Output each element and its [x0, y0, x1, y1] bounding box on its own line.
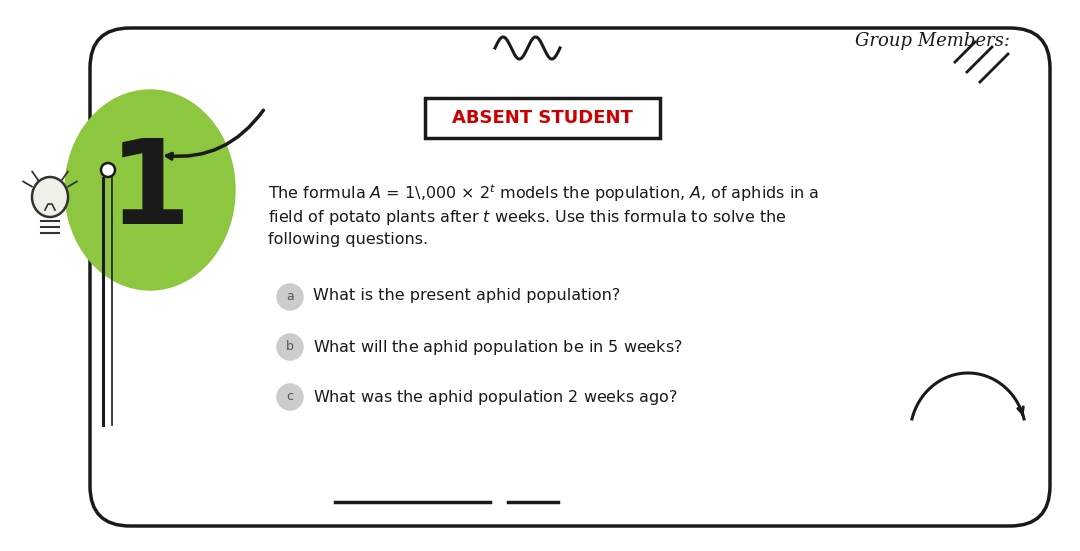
Text: following questions.: following questions. [268, 232, 428, 247]
FancyBboxPatch shape [426, 98, 660, 138]
Text: The formula $\mathit{A}$ = 1\,000 × $2^{\mathit{t}}$ models the population, $\ma: The formula $\mathit{A}$ = 1\,000 × $2^{… [268, 182, 819, 204]
FancyBboxPatch shape [90, 28, 1050, 526]
Text: b: b [286, 341, 294, 354]
Text: What was the aphid population $\mathsf{2}$ weeks ago?: What was the aphid population $\mathsf{2… [313, 388, 677, 407]
Text: Group Members:: Group Members: [855, 32, 1010, 50]
Text: c: c [286, 391, 294, 403]
Text: a: a [286, 290, 294, 304]
Text: 1: 1 [109, 134, 191, 250]
Circle shape [102, 163, 114, 177]
Text: ABSENT STUDENT: ABSENT STUDENT [453, 109, 633, 127]
Circle shape [276, 334, 303, 360]
Circle shape [276, 384, 303, 410]
Circle shape [276, 284, 303, 310]
Text: What is the present aphid population?: What is the present aphid population? [313, 288, 620, 303]
Text: field of potato plants after $\mathit{t}$ weeks. Use this formula to solve the: field of potato plants after $\mathit{t}… [268, 208, 786, 227]
Ellipse shape [32, 177, 68, 217]
Text: What will the aphid population be in $\mathsf{5}$ weeks?: What will the aphid population be in $\m… [313, 338, 683, 357]
Ellipse shape [65, 90, 235, 290]
